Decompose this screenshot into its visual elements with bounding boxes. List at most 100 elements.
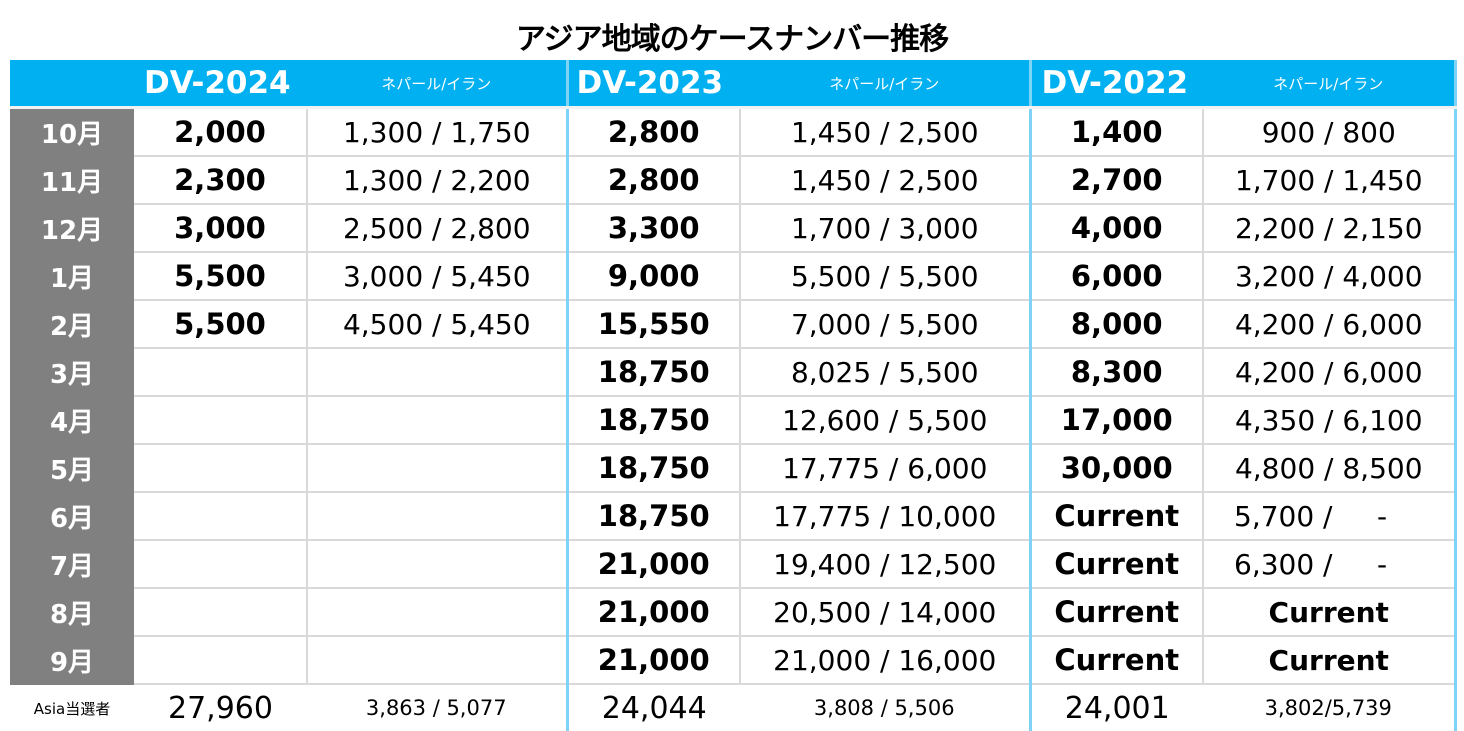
table-row: 8月 21,000 20,500 / 14,000 Current Curren… — [10, 588, 1457, 637]
dv2024-nepal-iran — [307, 636, 567, 685]
month-label: 8月 — [10, 588, 134, 637]
dv2023-nepal-iran: 19,400 / 12,500 — [740, 540, 1030, 589]
dv2023-nepal-iran: 12,600 / 5,500 — [740, 396, 1030, 445]
dv2024-case-number — [134, 444, 308, 493]
dv2023-nepal-iran: 20,500 / 14,000 — [740, 588, 1030, 637]
dv2022-case-number: 17,000 — [1028, 396, 1204, 445]
month-label: 9月 — [10, 636, 134, 685]
dv2022-nepal-iran: Current — [1203, 636, 1457, 685]
header-dv2022-sub: ネパール/イラン — [1203, 60, 1457, 109]
header-corner — [10, 60, 134, 109]
dv2022-nepal-iran: 3,200 / 4,000 — [1203, 252, 1457, 301]
month-label: 4月 — [10, 396, 134, 445]
month-label: 1月 — [10, 252, 134, 301]
dv2022-case-number: 1,400 — [1028, 107, 1204, 157]
header-dv2022: DV-2022 — [1028, 60, 1203, 109]
dv2022-nepal-iran: 4,200 / 6,000 — [1203, 348, 1457, 397]
dv2023-case-number: 9,000 — [565, 252, 741, 301]
dv2023-total-nepal-iran: 3,808 / 5,506 — [813, 696, 955, 720]
dv2024-nepal-iran — [307, 588, 567, 637]
table-row: 7月 21,000 19,400 / 12,500 Current 6,300 … — [10, 540, 1457, 589]
dv2024-case-number: 5,500 — [134, 252, 308, 301]
dv2024-case-number — [134, 492, 308, 541]
dv2022-nepal-iran: 4,200 / 6,000 — [1203, 300, 1457, 349]
dv2024-nepal-iran: 2,500 / 2,800 — [307, 204, 567, 253]
table-row: 11月 2,300 1,300 / 2,200 2,800 1,450 / 2,… — [10, 156, 1457, 205]
dv2023-nepal-iran: 5,500 / 5,500 — [740, 252, 1030, 301]
dv2024-total: 27,960 — [168, 690, 273, 726]
dv2024-nepal-iran — [307, 492, 567, 541]
dv2024-case-number: 3,000 — [134, 204, 308, 253]
dv2023-case-number: 21,000 — [565, 540, 741, 589]
dv2023-nepal-iran: 1,450 / 2,500 — [740, 107, 1030, 157]
dv2024-case-number: 2,000 — [134, 107, 308, 157]
month-label: 2月 — [10, 300, 134, 349]
dv2022-case-number: 8,000 — [1028, 300, 1204, 349]
table-row: 1月 5,500 3,000 / 5,450 9,000 5,500 / 5,5… — [10, 252, 1457, 301]
dv2024-nepal-iran: 4,500 / 5,450 — [307, 300, 567, 349]
dv2023-case-number: 2,800 — [565, 156, 741, 205]
dv2024-case-number — [134, 348, 308, 397]
dv2024-nepal-iran — [307, 444, 567, 493]
dv2022-nepal-iran: 5,700 / - — [1203, 492, 1457, 541]
header-row: DV-2024 ネパール/イラン DV-2023 ネパール/イラン DV-202… — [10, 60, 1457, 109]
dv2024-total-nepal-iran: 3,863 / 5,077 — [365, 696, 507, 720]
month-label: 11月 — [10, 156, 134, 205]
dv2022-case-number: Current — [1028, 588, 1204, 637]
dv2024-nepal-iran: 1,300 / 1,750 — [307, 107, 567, 157]
dv2024-case-number — [134, 588, 308, 637]
dv2022-nepal-iran: 1,700 / 1,450 — [1203, 156, 1457, 205]
month-label: 6月 — [10, 492, 134, 541]
dv2023-nepal-iran: 1,700 / 3,000 — [740, 204, 1030, 253]
dv2022-nepal-iran: 6,300 / - — [1203, 540, 1457, 589]
dv2023-case-number: 3,300 — [565, 204, 741, 253]
dv2022-case-number: Current — [1028, 540, 1204, 589]
dv2024-case-number: 2,300 — [134, 156, 308, 205]
dv2024-nepal-iran — [307, 540, 567, 589]
dv2024-nepal-iran: 3,000 / 5,450 — [307, 252, 567, 301]
dv2023-nepal-iran: 8,025 / 5,500 — [740, 348, 1030, 397]
dv2022-case-number: Current — [1028, 492, 1204, 541]
dv2024-nepal-iran — [307, 396, 567, 445]
month-label: 5月 — [10, 444, 134, 493]
dv2024-case-number — [134, 540, 308, 589]
dv2023-total: 24,044 — [565, 684, 740, 731]
month-label: 3月 — [10, 348, 134, 397]
totals-row: Asia当選者 27,960 3,863 / 5,077 24,044 3,808 / … — [10, 684, 1457, 731]
dv2023-nepal-iran: 1,450 / 2,500 — [740, 156, 1030, 205]
dv2022-nepal-iran: 2,200 / 2,150 — [1203, 204, 1457, 253]
table-row: 6月 18,750 17,775 / 10,000 Current 5,700 … — [10, 492, 1457, 541]
month-label: 7月 — [10, 540, 134, 589]
totals-label: Asia当選者 — [33, 699, 111, 718]
dv2022-case-number: 4,000 — [1028, 204, 1204, 253]
dv2024-nepal-iran — [307, 348, 567, 397]
dv2024-case-number: 5,500 — [134, 300, 308, 349]
dv2023-case-number: 21,000 — [565, 636, 741, 685]
dv2022-case-number: 2,700 — [1028, 156, 1204, 205]
header-dv2024: DV-2024 — [134, 60, 307, 109]
table-row: 3月 18,750 8,025 / 5,500 8,300 4,200 / 6,… — [10, 348, 1457, 397]
dv2023-nepal-iran: 21,000 / 16,000 — [740, 636, 1030, 685]
table-row: 9月 21,000 21,000 / 16,000 Current Curren… — [10, 636, 1457, 685]
dv2022-total: 24,001 — [1028, 684, 1203, 731]
table-row: 4月 18,750 12,600 / 5,500 17,000 4,350 / … — [10, 396, 1457, 445]
dv2023-case-number: 18,750 — [565, 396, 741, 445]
dv2023-case-number: 2,800 — [565, 107, 741, 157]
dv2022-nepal-iran: 900 / 800 — [1203, 107, 1457, 157]
dv2024-nepal-iran: 1,300 / 2,200 — [307, 156, 567, 205]
header-dv2024-sub: ネパール/イラン — [307, 60, 567, 109]
page-title: アジア地域のケースナンバー推移 — [515, 22, 949, 57]
dv2022-total-nepal-iran: 3,802/5,739 — [1203, 684, 1457, 731]
table-row: 10月 2,000 1,300 / 1,750 2,800 1,450 / 2,… — [10, 107, 1457, 157]
dv2022-nepal-iran: 4,800 / 8,500 — [1203, 444, 1457, 493]
dv2022-nepal-iran: 4,350 / 6,100 — [1203, 396, 1457, 445]
table-row: 12月 3,000 2,500 / 2,800 3,300 1,700 / 3,… — [10, 204, 1457, 253]
dv2022-case-number: 6,000 — [1028, 252, 1204, 301]
dv2023-nepal-iran: 7,000 / 5,500 — [740, 300, 1030, 349]
dv2023-nepal-iran: 17,775 / 10,000 — [740, 492, 1030, 541]
header-dv2023-sub: ネパール/イラン — [740, 60, 1030, 109]
dv2023-case-number: 18,750 — [565, 444, 741, 493]
dv2024-case-number — [134, 636, 308, 685]
month-label: 12月 — [10, 204, 134, 253]
dv2023-case-number: 18,750 — [565, 348, 741, 397]
